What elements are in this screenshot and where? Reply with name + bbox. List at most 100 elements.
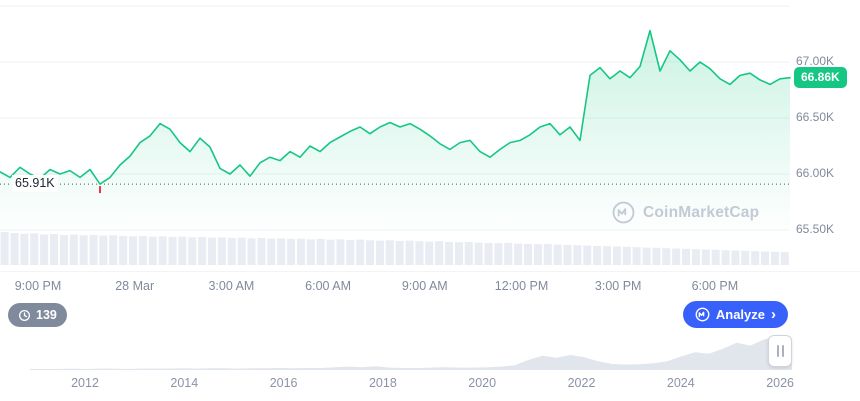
volume-bar xyxy=(326,239,335,265)
volume-bar xyxy=(217,237,226,265)
minimap-year-axis: 2012 2014 2016 2018 2020 2022 2024 2026 xyxy=(0,376,860,396)
volume-bar xyxy=(198,236,207,265)
volume-bar xyxy=(593,245,602,265)
volume-bar xyxy=(257,237,266,265)
minimap-svg xyxy=(30,336,792,370)
volume-bar xyxy=(336,239,345,265)
volume-bar xyxy=(10,233,19,265)
watermark: CoinMarketCap xyxy=(612,201,759,224)
year-label: 2016 xyxy=(269,376,298,390)
volume-bar xyxy=(0,232,9,265)
volume-bar xyxy=(435,241,444,265)
analyze-label: Analyze xyxy=(715,307,765,322)
coinmarketcap-logo-icon xyxy=(695,307,710,322)
low-marker xyxy=(99,186,101,194)
volume-bar xyxy=(69,234,78,265)
views-count-badge: 139 xyxy=(8,303,67,327)
price-chart-svg xyxy=(0,5,791,266)
toolbar-row: 139 Analyze › xyxy=(0,300,860,330)
x-axis-label: 3:00 PM xyxy=(594,279,642,293)
volume-bar xyxy=(188,237,197,265)
volume-bar xyxy=(30,233,39,265)
volume-bar xyxy=(247,238,256,265)
volume-bar xyxy=(227,237,236,265)
year-label: 2012 xyxy=(71,376,99,390)
volume-bar xyxy=(770,251,779,265)
volume-bar xyxy=(50,234,59,265)
year-label: 2022 xyxy=(567,376,596,390)
volume-bar xyxy=(178,236,187,265)
volume-bar xyxy=(494,243,503,265)
coinmarketcap-logo-icon xyxy=(612,201,635,224)
volume-bar xyxy=(415,241,424,265)
volume-bar xyxy=(306,239,315,265)
volume-bar xyxy=(583,245,592,265)
volume-bar xyxy=(79,235,88,265)
volume-bar xyxy=(405,240,414,265)
year-label: 2014 xyxy=(170,376,199,390)
x-axis-label: 6:00 AM xyxy=(305,279,352,293)
volume-bar xyxy=(89,235,98,265)
volume-bar xyxy=(533,244,542,265)
x-axis-label: 3:00 AM xyxy=(208,279,255,293)
volume-bar xyxy=(208,237,217,265)
volume-bar xyxy=(721,250,730,265)
year-label: 2026 xyxy=(766,376,794,390)
x-axis-label: 28 Mar xyxy=(115,279,155,293)
volume-bar xyxy=(366,240,375,266)
current-price-badge: 66.86K xyxy=(794,66,847,89)
x-axis-label: 12:00 PM xyxy=(494,279,549,293)
range-handle[interactable] xyxy=(768,335,792,367)
volume-bar xyxy=(751,251,760,265)
x-axis-label: 9:00 PM xyxy=(14,279,62,293)
volume-bar xyxy=(780,252,789,265)
analyze-button[interactable]: Analyze › xyxy=(682,301,788,328)
volume-bar xyxy=(158,236,167,265)
volume-bar xyxy=(662,248,671,265)
volume-bar xyxy=(464,241,473,265)
x-axis-label: 6:00 PM xyxy=(691,279,739,293)
volume-bar xyxy=(741,250,750,265)
volume-bar xyxy=(701,249,710,265)
volume-bar xyxy=(731,250,740,265)
year-label: 2024 xyxy=(666,376,695,390)
volume-bar xyxy=(553,244,562,265)
volume-bar xyxy=(395,240,404,265)
volume-bar xyxy=(454,242,463,265)
volume-bar xyxy=(524,243,533,265)
volume-bar xyxy=(514,243,523,265)
volume-bar xyxy=(761,251,770,265)
year-label: 2018 xyxy=(368,376,397,390)
area-fill xyxy=(0,30,790,236)
volume-bar xyxy=(119,236,128,265)
volume-bar xyxy=(287,238,296,265)
volume-bar xyxy=(672,248,681,265)
x-axis-label: 9:00 AM xyxy=(401,279,448,293)
volume-bar xyxy=(622,246,631,265)
timeline-minimap[interactable] xyxy=(0,332,860,372)
clock-icon xyxy=(18,309,31,321)
volume-bar xyxy=(129,236,138,265)
volume-bar xyxy=(59,235,68,265)
volume-bar xyxy=(445,241,454,265)
volume-bar xyxy=(652,247,661,265)
volume-bar xyxy=(543,243,552,265)
price-line-path xyxy=(0,29,791,185)
volume-bar xyxy=(356,239,365,265)
volume-bar xyxy=(20,233,29,265)
volume-bar xyxy=(385,240,394,266)
volume-bar xyxy=(573,245,582,265)
volume-bar xyxy=(40,234,49,265)
volume-bar xyxy=(375,240,384,265)
x-axis: 9:00 PM 28 Mar 3:00 AM 6:00 AM 9:00 AM 12:00 … xyxy=(0,271,860,298)
chevron-right-icon: › xyxy=(771,305,776,323)
volume-bar xyxy=(267,238,276,265)
volume-bar xyxy=(642,247,651,265)
main-chart[interactable]: 67.00K 66.50K 66.00K 65.50K 65.91K 66.86K C… xyxy=(0,0,860,270)
volume-bar xyxy=(632,247,641,265)
volume-bar xyxy=(168,236,177,265)
volume-bar xyxy=(316,238,325,265)
volume-bar xyxy=(138,236,147,265)
volume-bar xyxy=(99,235,108,265)
